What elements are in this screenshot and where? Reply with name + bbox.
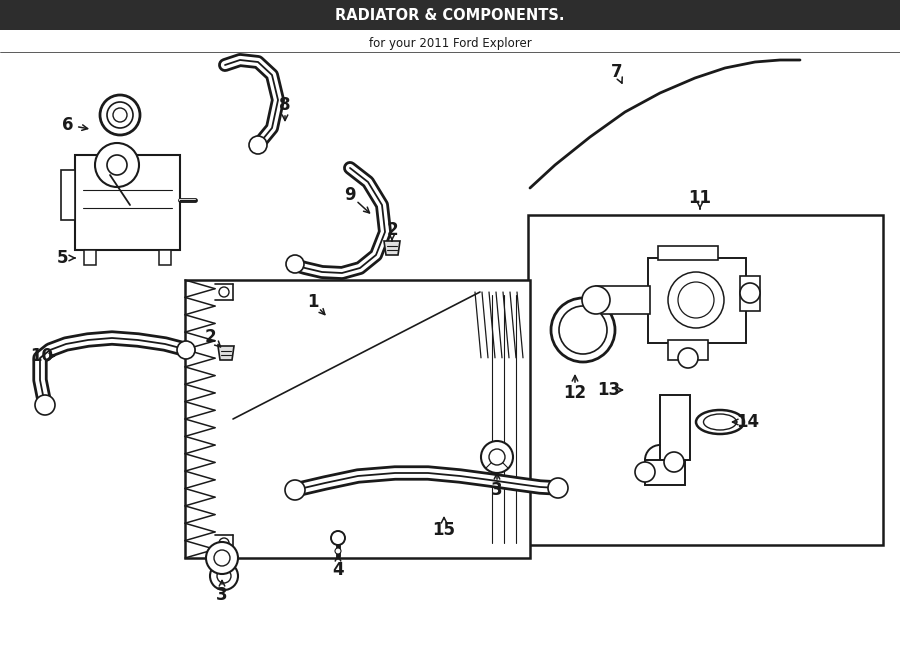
Circle shape bbox=[635, 462, 655, 482]
Circle shape bbox=[95, 143, 139, 187]
Circle shape bbox=[177, 341, 195, 359]
Circle shape bbox=[335, 548, 341, 554]
Circle shape bbox=[249, 136, 267, 154]
Circle shape bbox=[217, 569, 231, 583]
Text: 2: 2 bbox=[204, 328, 216, 346]
Text: 9: 9 bbox=[344, 186, 356, 204]
Text: 3: 3 bbox=[491, 481, 503, 499]
Circle shape bbox=[548, 478, 568, 498]
Ellipse shape bbox=[696, 410, 744, 434]
Circle shape bbox=[678, 282, 714, 318]
Circle shape bbox=[113, 108, 127, 122]
Text: 13: 13 bbox=[598, 381, 621, 399]
Text: 5: 5 bbox=[58, 249, 68, 267]
Bar bbox=[0, 0, 900, 30]
Circle shape bbox=[214, 550, 230, 566]
Text: 3: 3 bbox=[216, 586, 228, 604]
Text: 1: 1 bbox=[307, 293, 319, 311]
Circle shape bbox=[286, 255, 304, 273]
Bar bbox=[159, 250, 171, 265]
Bar bbox=[660, 395, 690, 460]
Text: 2: 2 bbox=[386, 221, 398, 239]
Circle shape bbox=[489, 449, 505, 465]
Text: 6: 6 bbox=[62, 116, 74, 134]
Text: 10: 10 bbox=[31, 347, 53, 365]
Bar bbox=[61, 170, 75, 220]
Text: 15: 15 bbox=[433, 521, 455, 539]
Circle shape bbox=[210, 562, 238, 590]
Polygon shape bbox=[218, 346, 234, 360]
Text: 7: 7 bbox=[611, 63, 623, 81]
Text: 4: 4 bbox=[332, 561, 344, 579]
Circle shape bbox=[331, 531, 345, 545]
Circle shape bbox=[107, 102, 133, 128]
Bar bbox=[84, 250, 96, 265]
Circle shape bbox=[551, 298, 615, 362]
Circle shape bbox=[559, 306, 607, 354]
Bar bbox=[658, 246, 718, 260]
Circle shape bbox=[206, 542, 238, 574]
Circle shape bbox=[678, 348, 698, 368]
Circle shape bbox=[582, 286, 610, 314]
Bar bbox=[648, 258, 746, 343]
Circle shape bbox=[664, 452, 684, 472]
Bar bbox=[185, 280, 530, 558]
Bar bbox=[645, 460, 685, 485]
Bar bbox=[528, 215, 883, 545]
Text: 12: 12 bbox=[563, 384, 587, 402]
Ellipse shape bbox=[704, 414, 736, 430]
Circle shape bbox=[668, 272, 724, 328]
Circle shape bbox=[219, 287, 229, 297]
Polygon shape bbox=[384, 241, 400, 255]
Circle shape bbox=[285, 480, 305, 500]
Circle shape bbox=[481, 441, 513, 473]
Text: 11: 11 bbox=[688, 189, 712, 207]
Circle shape bbox=[35, 395, 55, 415]
Circle shape bbox=[740, 283, 760, 303]
Text: for your 2011 Ford Explorer: for your 2011 Ford Explorer bbox=[369, 36, 531, 50]
Circle shape bbox=[100, 95, 140, 135]
Circle shape bbox=[107, 155, 127, 175]
Text: RADIATOR & COMPONENTS.: RADIATOR & COMPONENTS. bbox=[335, 7, 565, 22]
Circle shape bbox=[219, 538, 229, 548]
Text: 8: 8 bbox=[279, 96, 291, 114]
Bar bbox=[75, 155, 180, 250]
Bar bbox=[596, 286, 650, 314]
Bar bbox=[668, 340, 708, 360]
Text: 14: 14 bbox=[736, 413, 760, 431]
Bar bbox=[740, 276, 760, 311]
